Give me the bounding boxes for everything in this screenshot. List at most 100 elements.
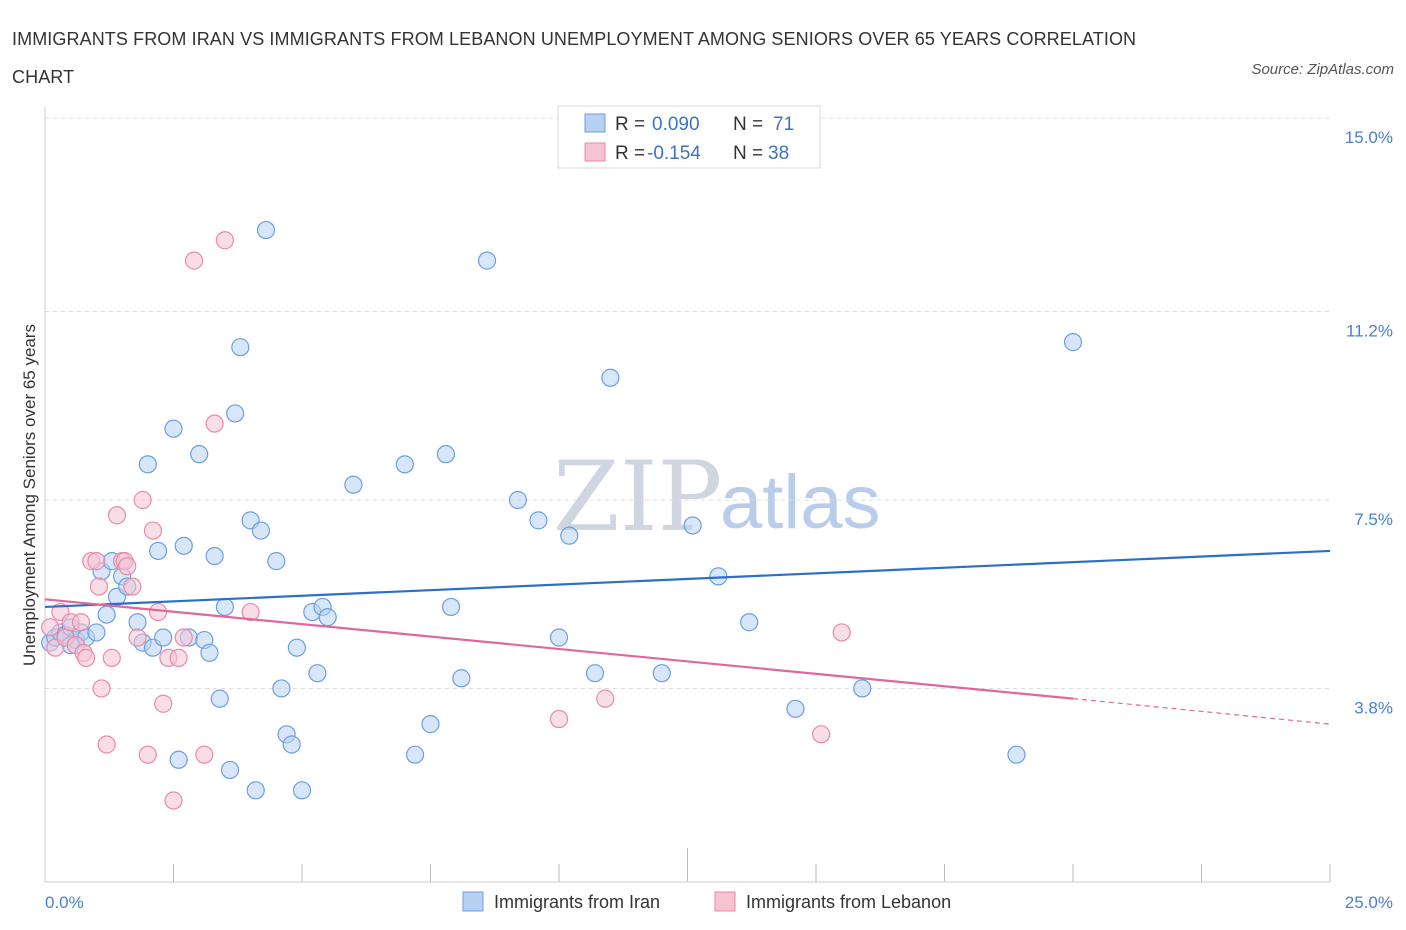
iran-trend-line bbox=[44, 549, 1331, 609]
iran-point-18 bbox=[148, 541, 168, 561]
lebanon-point-24 bbox=[148, 602, 168, 622]
iran-point-30 bbox=[220, 760, 240, 780]
lebanon-point-14 bbox=[102, 648, 121, 667]
iran-point-19 bbox=[154, 628, 173, 647]
lebanon-point-10 bbox=[87, 552, 106, 571]
lebanon-trend-extension bbox=[1072, 698, 1331, 725]
iran-point-56 bbox=[529, 511, 548, 530]
lebanon-point-0 bbox=[41, 618, 60, 637]
lebanon-point-15 bbox=[107, 506, 127, 525]
iran-point-61 bbox=[652, 664, 671, 683]
y-axis-label: Unemployment Among Seniors over 65 years bbox=[20, 324, 39, 666]
iran-point-14 bbox=[128, 613, 147, 632]
iran-point-41 bbox=[287, 638, 306, 657]
iran-point-28 bbox=[210, 689, 229, 708]
lebanon-n-value: 38 bbox=[768, 143, 789, 164]
lebanon-point-8 bbox=[77, 648, 96, 667]
lebanon-point-33 bbox=[215, 231, 234, 250]
iran-point-22 bbox=[174, 536, 193, 555]
bottom-legend-iran-swatch bbox=[462, 891, 484, 912]
watermark-atlas: atlas bbox=[720, 460, 881, 545]
iran-point-50 bbox=[421, 715, 440, 734]
lebanon-point-29 bbox=[174, 628, 193, 647]
lebanon-point-12 bbox=[92, 679, 111, 698]
iran-point-62 bbox=[683, 516, 702, 535]
iran-n-value: 71 bbox=[773, 114, 794, 135]
iran-point-55 bbox=[508, 490, 527, 510]
gridlines bbox=[45, 117, 1330, 689]
iran-point-35 bbox=[251, 521, 270, 540]
lebanon-points bbox=[41, 231, 851, 810]
lebanon-point-21 bbox=[133, 490, 152, 510]
lebanon-r-label: R = bbox=[615, 143, 645, 164]
lebanon-point-31 bbox=[195, 745, 214, 764]
lebanon-point-11 bbox=[89, 577, 109, 596]
lebanon-point-30 bbox=[184, 251, 204, 270]
x-tick-label-1: 25.0% bbox=[1345, 893, 1393, 912]
lebanon-point-19 bbox=[123, 577, 142, 596]
iran-point-26 bbox=[200, 643, 219, 662]
bottom-legend-lebanon-swatch bbox=[714, 891, 736, 912]
x-tick-marks bbox=[173, 848, 1331, 882]
iran-point-21 bbox=[169, 750, 188, 769]
lebanon-point-13 bbox=[97, 735, 116, 754]
iran-point-24 bbox=[190, 445, 209, 464]
iran-point-44 bbox=[308, 664, 327, 683]
iran-point-46 bbox=[318, 608, 337, 627]
iran-point-67 bbox=[1007, 745, 1026, 764]
x-tick-label-0: 0.0% bbox=[45, 893, 84, 912]
iran-point-47 bbox=[344, 475, 363, 494]
lebanon-point-25 bbox=[154, 694, 173, 713]
iran-point-52 bbox=[441, 597, 461, 617]
lebanon-point-37 bbox=[812, 725, 831, 744]
y-tick-label-3: 15.0% bbox=[1345, 128, 1393, 147]
iran-point-38 bbox=[272, 679, 291, 698]
iran-point-8 bbox=[87, 623, 106, 642]
iran-point-16 bbox=[138, 455, 157, 474]
chart-title: IMMIGRANTS FROM IRAN VS IMMIGRANTS FROM … bbox=[12, 29, 1137, 87]
lebanon-point-35 bbox=[549, 709, 569, 729]
lebanon-n-label: N = bbox=[733, 143, 763, 164]
iran-point-65 bbox=[786, 699, 805, 718]
iran-point-66 bbox=[853, 679, 872, 698]
iran-point-53 bbox=[452, 669, 471, 688]
lebanon-point-23 bbox=[143, 521, 163, 540]
y-tick-label-1: 7.5% bbox=[1354, 510, 1393, 529]
iran-point-37 bbox=[267, 552, 286, 571]
source-label: Source: ZipAtlas.com bbox=[1251, 61, 1394, 78]
stats-legend: R = 0.090 N = 71 R = -0.154 N = 38 bbox=[557, 105, 821, 169]
y-tick-labels: 3.8% 7.5% 11.2% 15.0% bbox=[1345, 128, 1393, 717]
lebanon-point-27 bbox=[164, 791, 183, 810]
iran-point-48 bbox=[395, 455, 414, 474]
iran-point-40 bbox=[282, 735, 301, 754]
iran-point-20 bbox=[164, 419, 183, 438]
lebanon-point-38 bbox=[832, 623, 851, 642]
iran-point-54 bbox=[477, 251, 497, 270]
iran-point-36 bbox=[256, 220, 276, 240]
iran-point-58 bbox=[560, 526, 579, 545]
lebanon-point-34 bbox=[241, 602, 260, 622]
watermark: ZIP atlas bbox=[553, 441, 881, 553]
iran-n-label: N = bbox=[733, 114, 763, 135]
iran-point-64 bbox=[740, 613, 759, 632]
lebanon-r-value: -0.154 bbox=[647, 143, 701, 164]
iran-point-27 bbox=[205, 546, 224, 566]
iran-r-value: 0.090 bbox=[652, 114, 700, 135]
iran-point-70 bbox=[97, 605, 116, 624]
lebanon-point-20 bbox=[128, 628, 147, 647]
lebanon-point-22 bbox=[138, 745, 157, 764]
lebanon-point-32 bbox=[205, 414, 224, 433]
lebanon-point-36 bbox=[596, 689, 615, 708]
iran-point-29 bbox=[215, 597, 234, 617]
y-tick-label-0: 3.8% bbox=[1354, 698, 1393, 717]
iran-point-31 bbox=[226, 404, 245, 423]
y-tick-label-2: 11.2% bbox=[1346, 322, 1393, 341]
iran-point-34 bbox=[246, 781, 265, 800]
lebanon-point-6 bbox=[71, 613, 91, 632]
iran-point-42 bbox=[292, 781, 312, 800]
bottom-legend-lebanon-label: Immigrants from Lebanon bbox=[746, 892, 951, 912]
lebanon-point-28 bbox=[169, 648, 188, 667]
bottom-legend-iran-label: Immigrants from Iran bbox=[494, 892, 660, 912]
iran-swatch bbox=[584, 113, 606, 133]
